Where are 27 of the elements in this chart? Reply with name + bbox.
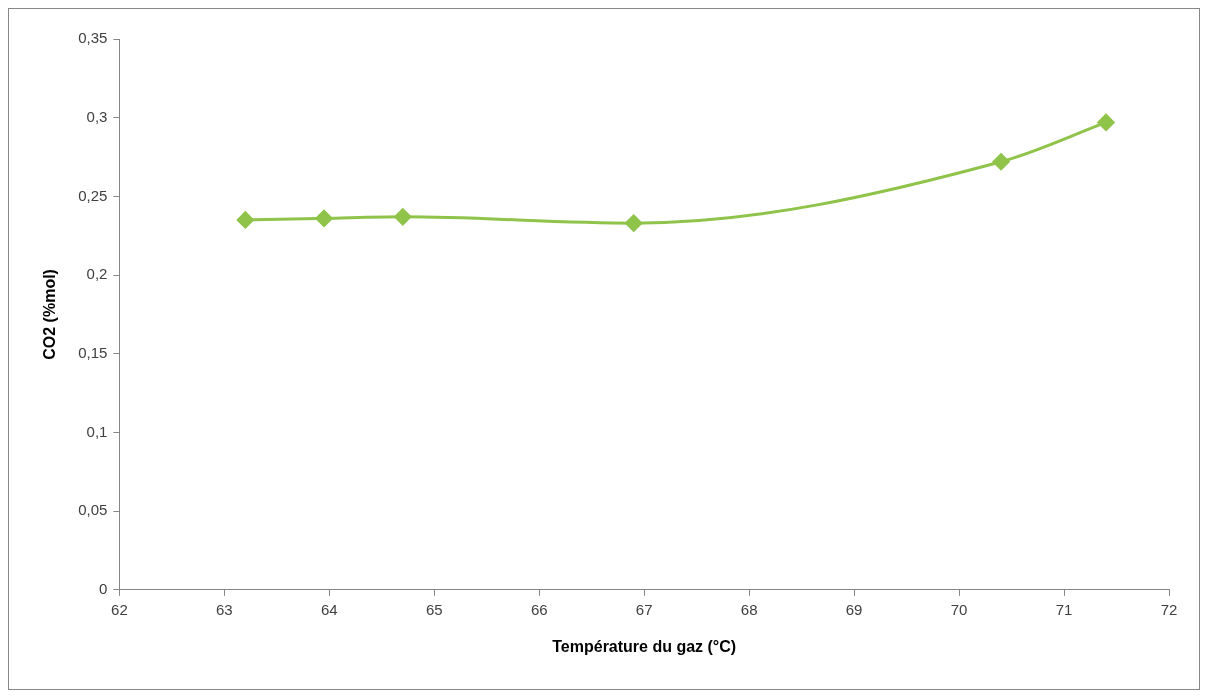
x-tick-label: 72 — [1160, 600, 1178, 618]
x-axis-title: Température du gaz (°C) — [552, 637, 737, 655]
x-tick-label: 62 — [111, 600, 128, 618]
x-tick-label: 63 — [216, 600, 233, 618]
point — [394, 208, 412, 226]
x-tick-label: 68 — [740, 600, 758, 618]
y-tick-label: 0 — [99, 579, 108, 597]
point — [315, 209, 333, 227]
y-axis-title: CO2 (%mol) — [41, 269, 59, 360]
y-tick-label: 0,15 — [78, 343, 108, 361]
x-tick-label: 70 — [950, 600, 968, 618]
y-tick-label: 0,05 — [78, 501, 108, 519]
point — [625, 214, 643, 232]
y-tick-label: 0,35 — [78, 29, 108, 47]
point — [1097, 113, 1115, 131]
x-tick-label: 64 — [320, 600, 338, 618]
x-tick-label: 66 — [530, 600, 548, 618]
x-tick-label: 71 — [1055, 600, 1073, 618]
y-tick-label: 0,25 — [78, 186, 108, 204]
y-tick-label: 0,1 — [86, 422, 108, 440]
x-tick-label: 69 — [845, 600, 863, 618]
x-tick-label: 67 — [635, 600, 653, 618]
x-tick-label: 65 — [425, 600, 443, 618]
y-tick-label: 0,2 — [86, 265, 108, 283]
point — [992, 153, 1010, 171]
point — [236, 211, 254, 229]
y-tick-label: 0,3 — [86, 107, 108, 125]
